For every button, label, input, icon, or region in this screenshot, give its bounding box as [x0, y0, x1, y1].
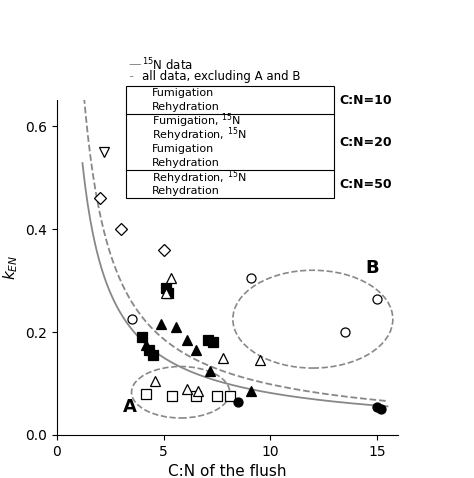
- Text: all data, excluding A and B: all data, excluding A and B: [142, 70, 301, 83]
- Text: B: B: [366, 259, 379, 277]
- Text: —: —: [128, 58, 140, 71]
- X-axis label: C:N of the flush: C:N of the flush: [168, 464, 287, 478]
- Text: Fumigation: Fumigation: [152, 88, 214, 98]
- Text: Fumigation: Fumigation: [152, 144, 214, 154]
- Text: Rehydration: Rehydration: [152, 186, 219, 196]
- Text: - -: - -: [128, 70, 150, 83]
- Text: Fumigation, $^{15}$N: Fumigation, $^{15}$N: [152, 112, 241, 130]
- Text: C:N=50: C:N=50: [339, 178, 392, 191]
- Text: C:N=10: C:N=10: [339, 94, 392, 107]
- Text: Rehydration: Rehydration: [152, 158, 219, 168]
- Text: $^{15}$N data: $^{15}$N data: [142, 56, 193, 73]
- Text: C:N=20: C:N=20: [339, 136, 392, 149]
- Y-axis label: $k_{EN}$: $k_{EN}$: [1, 255, 19, 280]
- Text: A: A: [122, 398, 137, 416]
- Text: Rehydration, $^{15}$N: Rehydration, $^{15}$N: [152, 126, 246, 144]
- Text: Rehydration: Rehydration: [152, 102, 219, 112]
- Text: Rehydration, $^{15}$N: Rehydration, $^{15}$N: [152, 168, 246, 186]
